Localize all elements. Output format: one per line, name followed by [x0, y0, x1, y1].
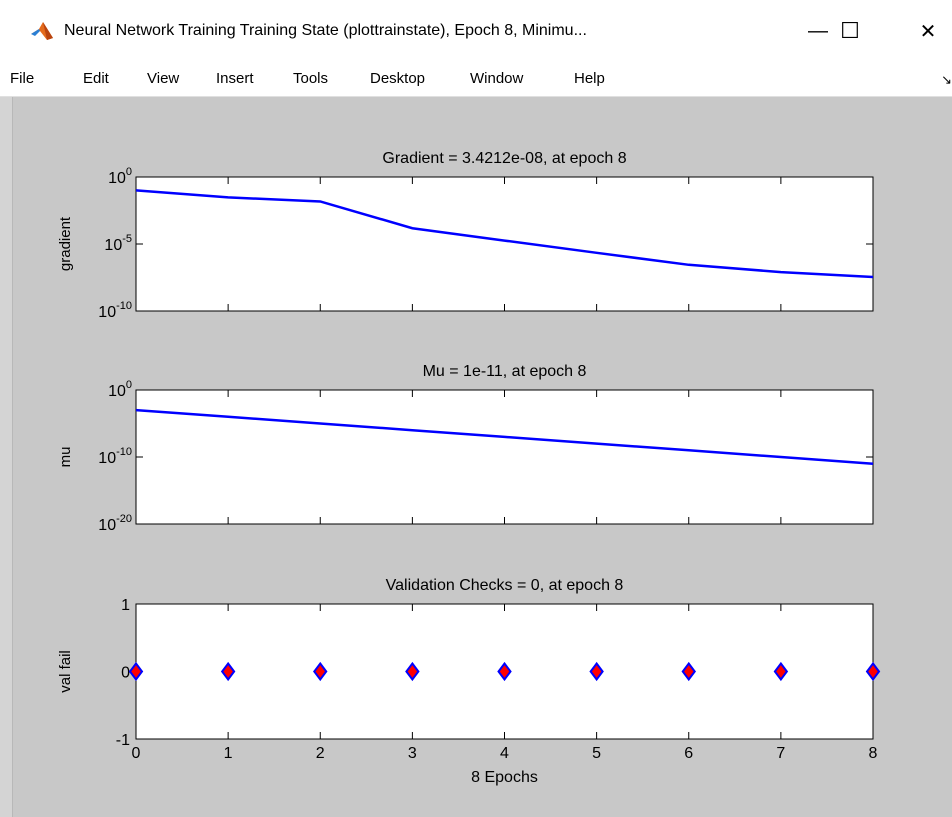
x-tick-label: 2: [316, 745, 325, 762]
x-tick-label: 0: [132, 745, 141, 762]
chart-title: Gradient = 3.4212e-08, at epoch 8: [382, 150, 626, 167]
menu-tools[interactable]: Tools: [293, 70, 329, 87]
series-line: [135, 408, 874, 465]
data-point-marker: [589, 661, 604, 682]
y-tick-label: 100: [108, 166, 132, 187]
menu-window[interactable]: Window: [470, 70, 524, 87]
data-point-marker: [220, 661, 236, 682]
y-tick-label: 0: [121, 665, 130, 682]
menu-view[interactable]: View: [147, 70, 180, 87]
menu-edit[interactable]: Edit: [83, 70, 109, 87]
y-axis-label: mu: [57, 447, 74, 468]
y-tick-label: -1: [116, 732, 130, 749]
data-point-marker: [681, 661, 696, 682]
data-point-marker: [313, 661, 328, 682]
chart-title: Mu = 1e-11, at epoch 8: [423, 363, 587, 380]
x-axis-label: 8 Epochs: [471, 769, 538, 786]
x-tick-label: 6: [684, 745, 693, 762]
y-axis-label: gradient: [57, 216, 74, 271]
axes-box: [135, 603, 874, 740]
chart-title: Validation Checks = 0, at epoch 8: [386, 577, 624, 594]
y-axis-label: val fail: [57, 650, 74, 693]
chart-panel-1: Gradient = 3.4212e-08, at epoch 8 gradien…: [57, 150, 874, 321]
x-tick-label: 4: [500, 745, 509, 762]
x-tick-label: 7: [776, 745, 785, 762]
y-tick-label: 10-10: [98, 300, 132, 321]
menu-desktop[interactable]: Desktop: [370, 70, 426, 87]
data-point-marker: [773, 661, 789, 682]
x-tick-label: 8: [869, 745, 878, 762]
menu-bar: File Edit View Insert Tools Desktop Wind…: [0, 62, 952, 97]
chart-panel-2: Mu = 1e-11, at epoch 8 mu 10-20 10-10 100: [57, 363, 874, 534]
y-tick-label: 10-5: [104, 233, 132, 254]
data-point-marker: [128, 661, 144, 682]
dock-arrow-icon[interactable]: ↘: [941, 72, 952, 87]
y-tick-label: 10-20: [98, 513, 132, 534]
window-title: Neural Network Training Training State (…: [64, 22, 587, 39]
y-tick-label: 100: [108, 379, 132, 400]
data-point-marker: [405, 661, 420, 682]
axes-box: [135, 389, 874, 525]
close-button[interactable]: ✕: [919, 20, 937, 43]
series-line: [135, 189, 874, 279]
title-bar: Neural Network Training Training State (…: [0, 0, 952, 62]
axes-box: [135, 176, 874, 312]
x-tick-label: 1: [224, 745, 233, 762]
x-tick-label: 3: [408, 745, 417, 762]
menu-insert[interactable]: Insert: [216, 70, 254, 87]
y-tick-label: 10-10: [98, 446, 132, 467]
maximize-button[interactable]: ☐: [840, 18, 860, 43]
menu-help[interactable]: Help: [574, 70, 605, 87]
data-point-marker: [865, 661, 881, 682]
minimize-button[interactable]: —: [808, 19, 828, 42]
menu-file[interactable]: File: [10, 70, 35, 87]
data-point-marker: [497, 661, 512, 682]
y-tick-label: 1: [121, 597, 130, 614]
chart-panel-3: Validation Checks = 0, at epoch 8 val fai…: [57, 577, 881, 786]
x-tick-label: 5: [592, 745, 601, 762]
matlab-logo-icon: [31, 22, 53, 40]
left-edge-strip: [0, 97, 13, 817]
